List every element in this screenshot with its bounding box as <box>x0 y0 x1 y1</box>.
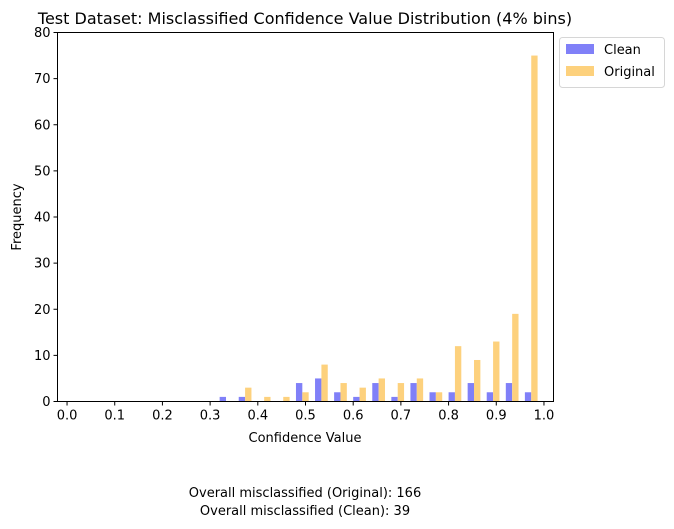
bar-original-12 <box>302 392 309 402</box>
bar-clean-17 <box>391 396 398 402</box>
x-tick-label: 0.9 <box>486 409 507 424</box>
y-tick-label: 80 <box>34 26 51 41</box>
bar-clean-24 <box>524 392 532 402</box>
bar-clean-19 <box>429 392 436 402</box>
bar-original-14 <box>340 383 347 402</box>
x-tick-label: 0.5 <box>295 409 316 424</box>
bar-original-22 <box>493 341 500 402</box>
bar-clean-13 <box>315 378 322 402</box>
bar-original-11 <box>283 396 290 402</box>
x-tick-label: 0.0 <box>57 409 78 424</box>
bar-clean-14 <box>334 392 341 402</box>
y-tick-label: 10 <box>34 349 51 364</box>
bar-clean-23 <box>505 383 513 402</box>
bar-clean-22 <box>486 392 494 402</box>
x-tick-label: 0.2 <box>152 409 173 424</box>
bar-original-13 <box>321 364 328 402</box>
x-tick-label: 0.3 <box>200 409 221 424</box>
y-tick-label: 30 <box>34 257 51 272</box>
footer-clean-count: Overall misclassified (Clean): 39 <box>199 504 411 519</box>
x-axis-label: Confidence Value <box>249 431 362 446</box>
plot-frame <box>57 32 554 402</box>
x-tick-label: 0.1 <box>104 409 125 424</box>
bar-clean-18 <box>410 383 417 402</box>
footer-original-count: Overall misclassified (Original): 166 <box>188 486 422 501</box>
bar-original-15 <box>359 387 366 402</box>
bar-original-10 <box>264 396 271 402</box>
bar-clean-16 <box>372 383 379 402</box>
bars-group <box>219 55 538 402</box>
bar-clean-15 <box>353 396 360 402</box>
y-tick-label: 20 <box>34 303 51 318</box>
x-axis: 0.0 0.1 0.2 0.3 0.4 0.5 0.6 0.7 0.8 0.9 1.0 <box>57 401 555 424</box>
bar-original-17 <box>397 383 405 402</box>
bar-original-18 <box>416 378 424 402</box>
bar-original-21 <box>474 359 481 402</box>
bar-clean-21 <box>467 383 475 402</box>
y-axis: 0 10 20 30 40 50 60 70 80 <box>34 26 58 410</box>
x-tick-label: 0.4 <box>247 409 268 424</box>
y-tick-label: 0 <box>42 395 50 410</box>
y-tick-label: 60 <box>34 118 51 133</box>
x-tick-label: 0.6 <box>343 409 364 424</box>
y-tick-label: 40 <box>34 211 51 226</box>
bar-clean-8 <box>219 396 227 402</box>
bar-original-9 <box>245 387 252 402</box>
y-axis-label: Frequency <box>10 183 25 250</box>
bar-original-19 <box>435 392 443 402</box>
x-tick-label: 0.8 <box>438 409 459 424</box>
legend-label-original: Original <box>604 65 655 80</box>
legend: Clean Original <box>559 37 665 88</box>
bar-original-16 <box>378 378 385 402</box>
bar-original-20 <box>454 346 462 402</box>
x-tick-label: 1.0 <box>534 409 555 424</box>
legend-label-clean: Clean <box>604 43 641 58</box>
bar-clean-9 <box>238 396 246 402</box>
bar-clean-20 <box>448 392 455 402</box>
bar-clean-12 <box>295 383 303 402</box>
chart-title: Test Dataset: Misclassified Confidence V… <box>37 9 572 28</box>
x-tick-label: 0.7 <box>391 409 412 424</box>
bar-original-24 <box>531 55 538 402</box>
bar-original-23 <box>512 313 519 402</box>
y-tick-label: 70 <box>34 72 51 87</box>
legend-swatch-clean <box>566 44 594 54</box>
legend-swatch-original <box>566 66 594 76</box>
y-tick-label: 50 <box>34 164 51 179</box>
